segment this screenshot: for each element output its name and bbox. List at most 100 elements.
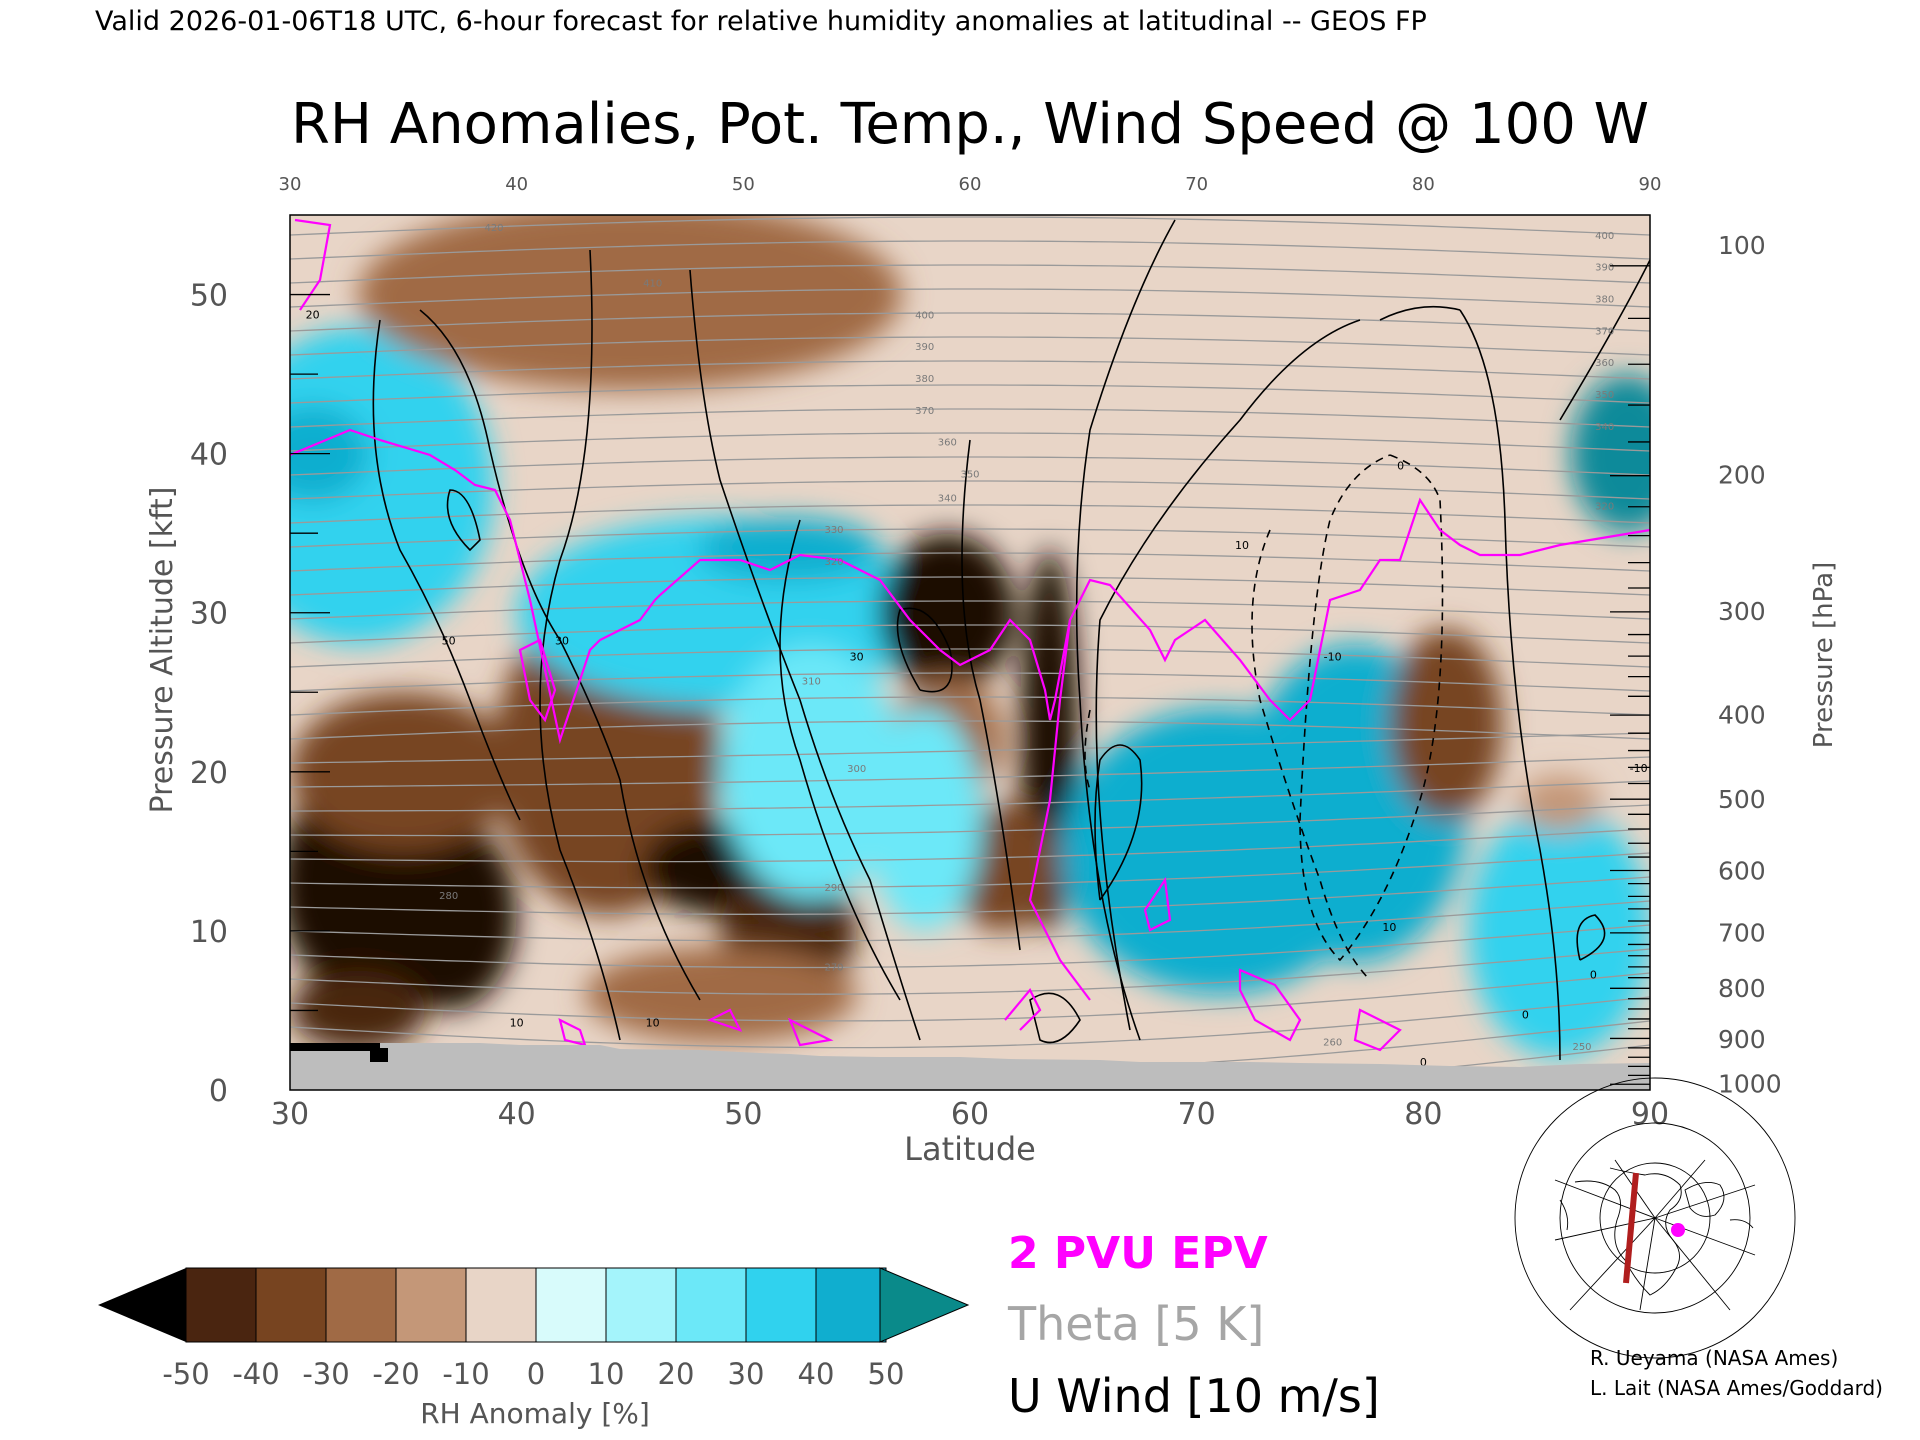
theta-contour	[290, 336, 1650, 356]
theta-label: 350	[960, 470, 979, 481]
theta-contour	[290, 384, 1650, 404]
theta-contour	[290, 780, 1650, 812]
theta-contour	[290, 972, 1650, 1022]
wind-label: 10	[646, 1016, 660, 1029]
rh-anomaly-blob	[1570, 374, 1650, 534]
rh-anomaly-blob	[290, 326, 494, 645]
theta-contour	[290, 852, 1650, 889]
colorbar-tick: 10	[588, 1357, 625, 1391]
rh-anomaly-blob	[698, 517, 880, 581]
colorbar-cell	[675, 1267, 747, 1343]
chart-title: RH Anomalies, Pot. Temp., Wind Speed @ 1…	[291, 92, 1649, 157]
theta-label: 420	[1300, 207, 1319, 218]
theta-contour	[290, 504, 1650, 524]
pressure-tick-label: 400	[1718, 701, 1766, 730]
wind-label: 0	[1397, 460, 1404, 473]
x-axis-bottom-labels: 30 40 50 60 70 80 90	[271, 1097, 1669, 1132]
wind-label: 30	[850, 650, 864, 663]
theta-label: 410	[1459, 199, 1478, 210]
wind-label: 0	[1420, 1056, 1427, 1069]
u-wind-contour	[689, 269, 921, 1041]
theta-contour	[290, 456, 1650, 476]
wind-label: 20	[306, 308, 320, 321]
theta-label: 380	[915, 374, 934, 385]
u-wind-contours	[372, 219, 1650, 1061]
epv-contour	[1004, 988, 1042, 1031]
x-top-tick-label: 70	[1185, 174, 1208, 195]
epv-contour	[1238, 968, 1302, 1042]
u-wind-contour	[539, 249, 621, 1041]
theta-contour	[290, 480, 1650, 500]
colorbar-tick: -20	[372, 1357, 419, 1391]
x-tick-label: 50	[724, 1097, 762, 1132]
credit-line-2: L. Lait (NASA Ames/Goddard)	[1590, 1376, 1883, 1400]
theta-label: 370	[915, 406, 934, 417]
theta-label: 420	[484, 223, 503, 234]
theta-label: 340	[938, 493, 957, 504]
colorbar-tick-labels: -50 -40 -30 -20 -10 0 10 20 30 40 50	[162, 1357, 904, 1391]
theta-contour	[290, 720, 1650, 740]
colorbar-low-arrow	[98, 1268, 186, 1342]
u-wind-contour	[1559, 259, 1650, 421]
y-tick-label: 50	[190, 279, 228, 314]
u-wind-contour-negative	[1251, 529, 1371, 981]
colorbar-tick: 20	[658, 1357, 695, 1391]
plot-area: 420 420 410 410 400 400 390 390 380 380 370 370 360 3…	[290, 199, 1650, 1090]
theta-contour	[290, 996, 1650, 1049]
rh-anomaly-blob	[720, 644, 902, 900]
x-top-tick-label: 60	[959, 174, 982, 195]
pressure-tick-label: 1000	[1718, 1070, 1782, 1099]
theta-label: 260	[1323, 1037, 1342, 1048]
x-tick-label: 60	[951, 1097, 989, 1132]
x-top-tick-label: 80	[1412, 174, 1435, 195]
theta-contour	[290, 600, 1650, 620]
colorbar-cell	[325, 1267, 397, 1343]
colorbar-cell	[535, 1267, 607, 1343]
epv-contour	[1353, 1008, 1402, 1052]
valid-line: Valid 2026-01-06T18 UTC, 6-hour forecast…	[95, 6, 1427, 37]
legend-epv: 2 PVU EPV	[1008, 1228, 1268, 1279]
y-tick-label: 20	[190, 756, 228, 791]
rh-anomaly-blob	[380, 819, 517, 1011]
u-wind-contour	[1029, 992, 1081, 1044]
pressure-tick-label: 800	[1718, 974, 1766, 1003]
wind-label: -10	[1630, 762, 1648, 775]
u-wind-contour	[961, 439, 1021, 951]
theta-contour	[290, 264, 1650, 284]
theta-label: 360	[1595, 358, 1614, 369]
u-wind-contour	[419, 309, 701, 1001]
colorbar-cell	[465, 1267, 537, 1343]
theta-contour	[290, 552, 1650, 572]
pressure-tick-label: 100	[1718, 231, 1766, 260]
cross-section-line	[1623, 1172, 1639, 1284]
colorbar-cells	[185, 1267, 887, 1343]
x-axis-title: Latitude	[904, 1130, 1036, 1168]
location-marker	[1671, 1223, 1685, 1237]
pressure-tick-label: 600	[1718, 856, 1766, 885]
credit-line-1: R. Ueyama (NASA Ames)	[1590, 1346, 1839, 1370]
theta-label: 390	[1595, 263, 1614, 274]
colorbar-tick: 50	[868, 1357, 905, 1391]
theta-contour	[290, 828, 1650, 863]
wind-label: 0	[1590, 969, 1597, 982]
theta-contour	[290, 948, 1650, 995]
pressure-tick-label: 700	[1718, 919, 1766, 948]
epv-contour	[707, 1008, 743, 1032]
theta-contour	[290, 576, 1650, 596]
theta-contour	[290, 924, 1650, 969]
rh-anomaly-blob	[1468, 803, 1650, 1059]
y-axis-labels: 0 10 20 30 40 50	[190, 279, 228, 1109]
wind-label: 10	[1382, 921, 1396, 934]
theta-contour	[290, 312, 1650, 332]
theta-label: 320	[1595, 501, 1614, 512]
y-tick-label: 10	[190, 915, 228, 950]
theta-contour	[290, 732, 1650, 764]
wind-label: 50	[442, 635, 456, 648]
epv-contour	[1143, 876, 1172, 932]
pressure-tick-label: 300	[1718, 597, 1766, 626]
colorbar-tick: -40	[232, 1357, 279, 1391]
colorbar-cell	[255, 1267, 327, 1343]
theta-contour	[290, 432, 1650, 452]
u-wind-contour	[1095, 319, 1361, 1031]
theta-label: 360	[938, 438, 957, 449]
